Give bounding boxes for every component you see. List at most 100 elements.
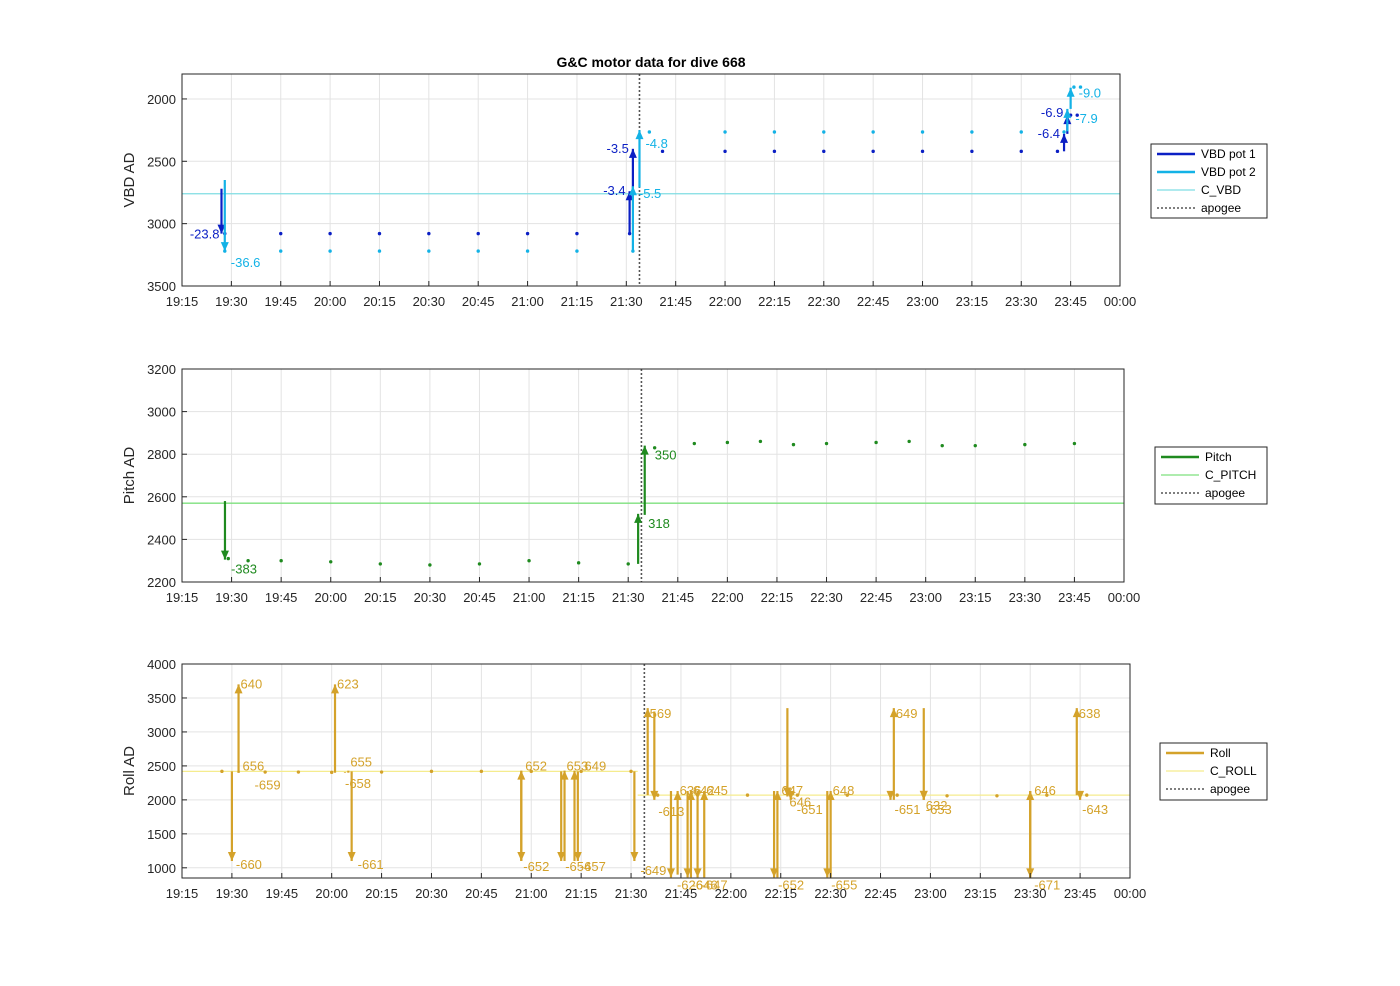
- legend-label: Roll: [1210, 746, 1231, 760]
- arrow-head: [635, 130, 644, 140]
- panel-2: -383 318 350 19:15 19:30 19:45 20:00 20:15 20:30…: [121, 362, 1268, 605]
- x-tick-label: 19:45: [266, 886, 299, 901]
- legend-label: apogee: [1201, 201, 1241, 215]
- arrow-label: 318: [648, 516, 670, 531]
- arrow-label: 653: [567, 759, 589, 774]
- x-tick-label: 21:45: [659, 294, 692, 309]
- y-tick-label: 3200: [147, 362, 176, 377]
- arrow-label: 623: [337, 676, 359, 691]
- arrow-label: -383: [231, 562, 257, 577]
- series-point: [723, 130, 727, 134]
- arrow-head: [666, 868, 675, 878]
- x-tick-label: 22:45: [864, 886, 897, 901]
- figure-title: G&C motor data for dive 668: [556, 54, 745, 70]
- arrow-head: [1026, 868, 1035, 878]
- y-axis-label: VBD AD: [121, 152, 138, 207]
- series-point: [874, 440, 878, 445]
- series-point: [429, 769, 434, 774]
- arrow-label: 649: [896, 706, 918, 721]
- arrow-head: [220, 242, 229, 252]
- arrow-label: -655: [831, 877, 857, 892]
- y-tick-label: 4000: [147, 657, 176, 672]
- y-tick-label: 2000: [147, 793, 176, 808]
- arrow-label: -643: [1082, 802, 1108, 817]
- axes-frame: [181, 663, 1131, 879]
- y-tick-label: 1500: [147, 827, 176, 842]
- arrow-label: -660: [236, 857, 262, 872]
- panels: -23.8 -36.6 -3.4 -3.5 -5.5 -4.8 -6.4 -6.9 -7.9 -9…: [121, 73, 1268, 901]
- series-point: [631, 249, 635, 253]
- series-point: [845, 793, 849, 797]
- arrow-head: [347, 852, 356, 862]
- arrow-label: -653: [926, 802, 952, 817]
- axes-frame: [181, 73, 1121, 287]
- arrow-label: 638: [1079, 706, 1101, 721]
- x-tick-label: 21:30: [610, 294, 643, 309]
- legend-label: C_ROLL: [1210, 764, 1257, 778]
- x-tick-label: 22:45: [860, 590, 893, 605]
- x-tick-label: 21:15: [562, 590, 595, 605]
- y-tick-label: 3000: [147, 405, 176, 420]
- arrow-head: [773, 791, 782, 801]
- series-point: [476, 231, 480, 236]
- x-tick-label: 23:15: [959, 590, 992, 605]
- x-tick-label: 22:45: [857, 294, 890, 309]
- series-point: [529, 769, 533, 774]
- arrow-head: [634, 513, 643, 523]
- x-tick-label: 00:00: [1108, 590, 1141, 605]
- x-tick-label: 22:00: [715, 886, 748, 901]
- series-point: [279, 559, 283, 563]
- series-point: [629, 769, 633, 774]
- series-point: [940, 443, 944, 448]
- x-tick-label: 23:45: [1064, 886, 1097, 901]
- arrow-label: 350: [655, 448, 677, 463]
- arrow-label: 655: [350, 755, 372, 770]
- arrow-label: 646: [1034, 783, 1056, 798]
- series-point: [920, 130, 925, 134]
- arrow-label: 645: [706, 783, 728, 798]
- y-tick-label: 3500: [147, 691, 176, 706]
- x-tick-label: 20:30: [414, 590, 447, 605]
- arrow-head: [220, 550, 229, 560]
- series-point: [579, 769, 583, 774]
- x-tick-label: 22:30: [810, 590, 843, 605]
- series-point: [758, 439, 763, 444]
- series-point: [626, 562, 630, 566]
- x-tick-label: 20:45: [463, 590, 496, 605]
- series-point: [479, 769, 484, 774]
- arrow-head: [673, 791, 682, 801]
- series-point: [576, 561, 581, 565]
- series-point: [527, 559, 531, 563]
- arrow-label: -654: [565, 859, 591, 874]
- series-point: [525, 231, 530, 236]
- arrow-head: [1076, 790, 1085, 800]
- arrow-head: [560, 770, 569, 780]
- x-tick-label: 22:00: [711, 590, 744, 605]
- arrow-head: [826, 791, 835, 801]
- arrow-head: [1063, 108, 1072, 118]
- arrow-label: -657: [580, 859, 606, 874]
- y-tick-label: 2800: [147, 447, 176, 462]
- arrow-head: [573, 852, 582, 862]
- x-tick-label: 23:45: [1054, 294, 1087, 309]
- x-tick-label: 00:00: [1104, 294, 1137, 309]
- legend-box: [1150, 143, 1268, 219]
- y-tick-label: 2500: [147, 154, 176, 169]
- series-point: [328, 249, 332, 253]
- arrow-head: [693, 868, 702, 878]
- series-point: [379, 770, 384, 774]
- series-point: [795, 793, 800, 797]
- x-tick-label: 20:00: [315, 886, 348, 901]
- x-tick-label: 22:15: [758, 294, 791, 309]
- arrow-head: [227, 852, 236, 862]
- x-tick-label: 20:00: [314, 294, 347, 309]
- series-point: [246, 559, 250, 563]
- y-axis-label: Pitch AD: [121, 447, 138, 505]
- x-tick-label: 23:00: [906, 294, 939, 309]
- arrow-label: -651: [895, 802, 921, 817]
- arrow-label: -3.4: [603, 183, 625, 198]
- x-tick-label: 22:30: [808, 294, 841, 309]
- y-axis-label: Roll AD: [121, 746, 138, 796]
- y-tick-label: 2200: [147, 575, 176, 590]
